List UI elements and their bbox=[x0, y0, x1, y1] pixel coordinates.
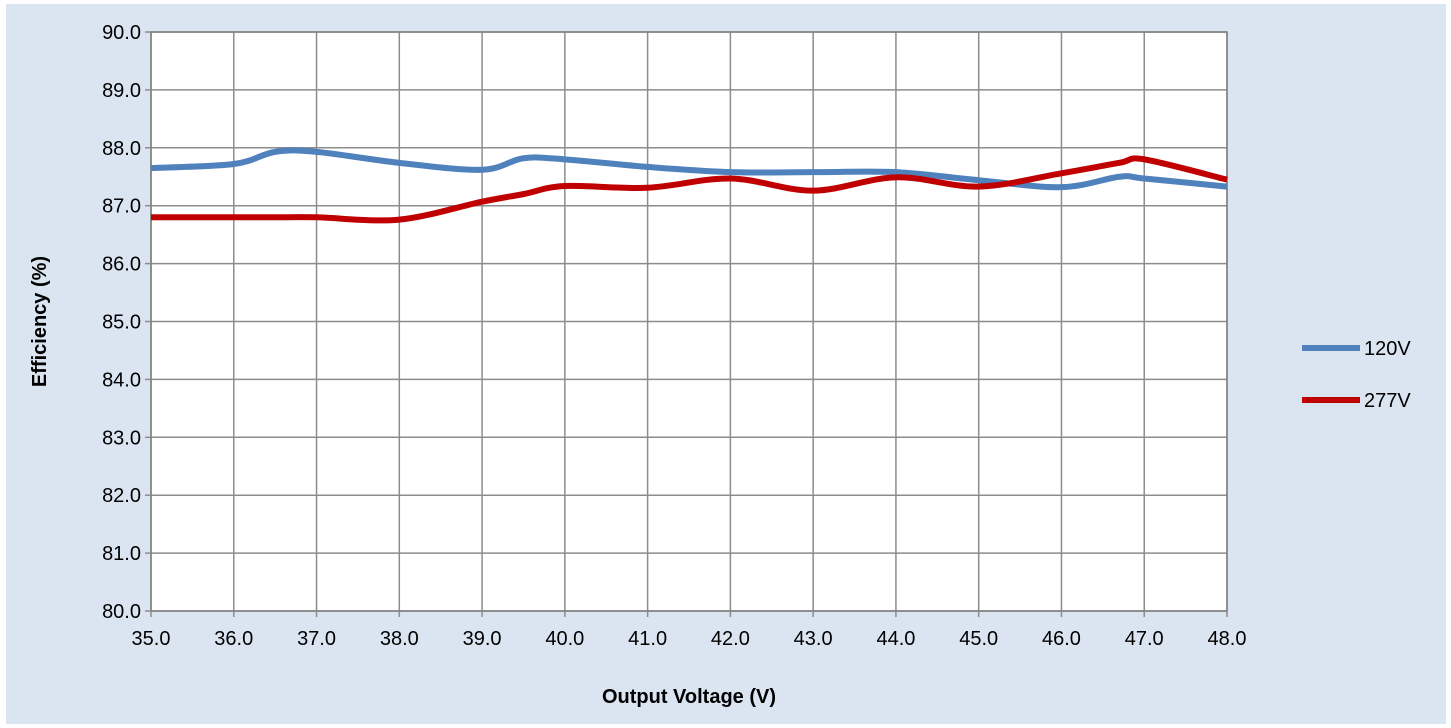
x-tick-label: 38.0 bbox=[380, 628, 419, 650]
y-tick-label: 85.0 bbox=[102, 312, 141, 334]
grid bbox=[150, 31, 1228, 612]
y-tick-label: 89.0 bbox=[102, 80, 141, 102]
y-axis-ticks: 90.0 89.0 88.0 87.0 86.0 85.0 84.0 83.0 82.0 81.0… bbox=[102, 22, 151, 623]
x-axis-ticks: 35.0 36.0 37.0 38.0 39.0 40.0 41.0 42.0 43.0 44.0… bbox=[132, 611, 1247, 650]
y-tick-label: 86.0 bbox=[102, 254, 141, 276]
y-tick-label: 80.0 bbox=[102, 601, 141, 623]
x-tick-label: 36.0 bbox=[214, 628, 253, 650]
y-tick-label: 90.0 bbox=[102, 22, 141, 44]
y-tick-label: 88.0 bbox=[102, 138, 141, 160]
series-line-120V bbox=[150, 147, 1228, 191]
legend-label: 120V bbox=[1364, 338, 1411, 360]
x-tick-label: 43.0 bbox=[794, 628, 833, 650]
y-tick-label: 81.0 bbox=[102, 543, 141, 565]
x-tick-label: 42.0 bbox=[711, 628, 750, 650]
x-tick-label: 45.0 bbox=[959, 628, 998, 650]
series-lines bbox=[150, 147, 1228, 224]
x-tick-label: 47.0 bbox=[1125, 628, 1164, 650]
series-line-277V bbox=[151, 155, 1228, 224]
x-tick-label: 48.0 bbox=[1208, 628, 1247, 650]
x-axis-title: Output Voltage (V) bbox=[602, 686, 776, 708]
x-tick-label: 35.0 bbox=[132, 628, 171, 650]
y-tick-label: 87.0 bbox=[102, 196, 141, 218]
x-tick-label: 40.0 bbox=[545, 628, 584, 650]
y-tick-label: 82.0 bbox=[102, 485, 141, 507]
y-tick-label: 84.0 bbox=[102, 369, 141, 391]
x-tick-label: 41.0 bbox=[628, 628, 667, 650]
x-tick-label: 39.0 bbox=[463, 628, 502, 650]
legend: 120V 277V bbox=[1302, 338, 1411, 412]
y-axis-title: Efficiency (%) bbox=[29, 256, 51, 387]
legend-label: 277V bbox=[1364, 390, 1411, 412]
y-tick-label: 83.0 bbox=[102, 427, 141, 449]
x-tick-label: 44.0 bbox=[876, 628, 915, 650]
x-tick-label: 37.0 bbox=[297, 628, 336, 650]
x-tick-label: 46.0 bbox=[1042, 628, 1081, 650]
